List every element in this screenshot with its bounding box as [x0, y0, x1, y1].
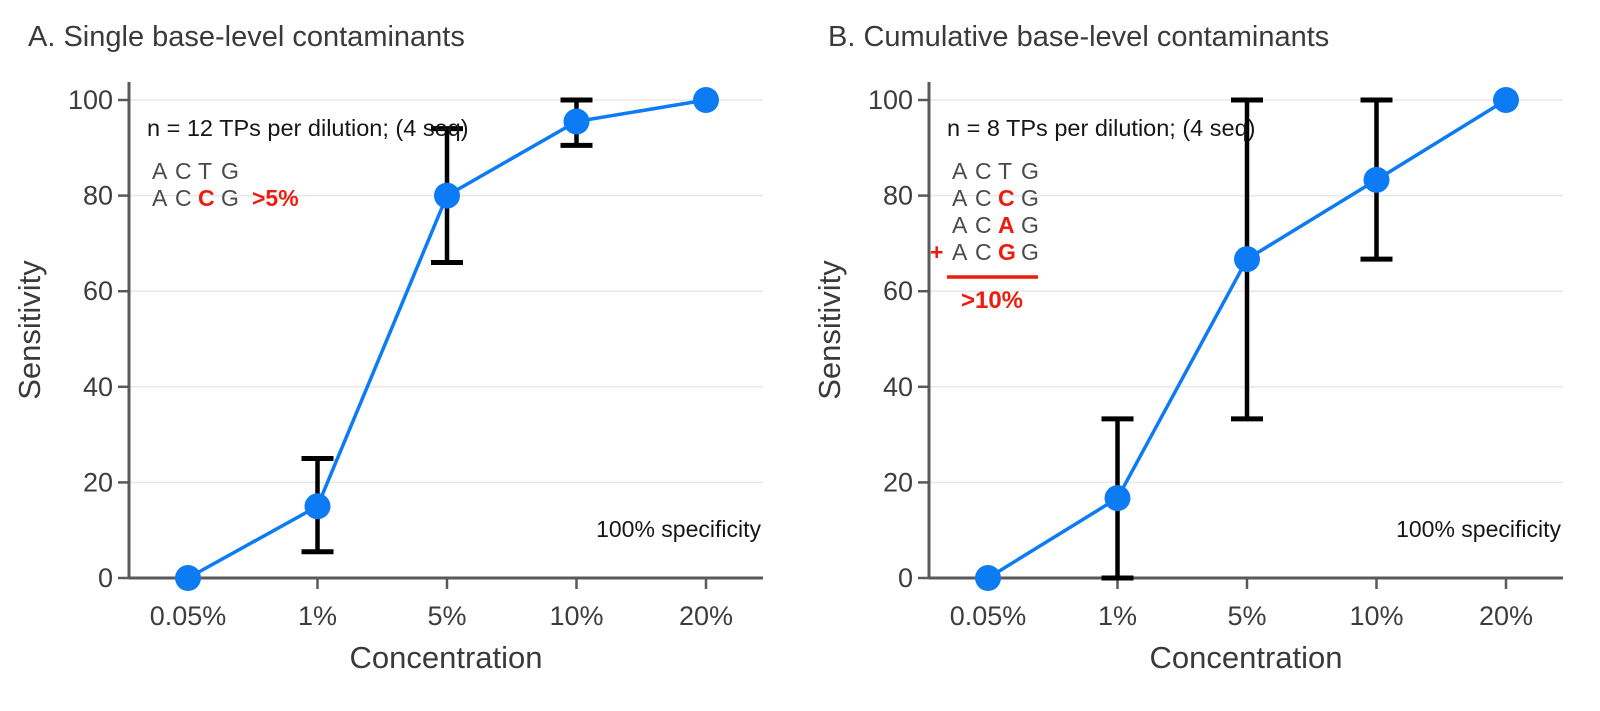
gridlines	[129, 99, 763, 484]
sequence-base: G	[221, 158, 239, 184]
sequence-base: A	[952, 239, 968, 265]
sequence-base: G	[1021, 185, 1039, 211]
n-label: n = 8 TPs per dilution; (4 seq)	[947, 115, 1256, 141]
x-tick-label: 20%	[1479, 601, 1533, 631]
sequence-prefix: +	[930, 239, 943, 265]
panel-b-chart: 0 20 40 60 80 100 0.05% 1% 5% 10% 20% B. Cumulative…	[812, 21, 1563, 675]
data-point	[1363, 166, 1390, 193]
sequence-base: C	[175, 185, 192, 211]
data-point	[693, 87, 719, 113]
sequence-base: T	[198, 158, 212, 184]
sequence-base: G	[1021, 212, 1039, 238]
y-tick-label: 0	[898, 563, 913, 593]
sequence-base: G	[1021, 239, 1039, 265]
y-axis-label: Sensitivity	[12, 260, 47, 400]
sequence-base: C	[198, 185, 215, 211]
sequence-base: G	[221, 185, 239, 211]
x-tick-label: 5%	[1227, 601, 1266, 631]
annotations: n = 8 TPs per dilution; (4 seq)A C T GA C C GA…	[930, 115, 1561, 542]
panel-a-chart: 0 20 40 60 80 100 0.05% 1% 5% 10% 20% A. Single bas…	[12, 21, 763, 675]
threshold-label: >10%	[961, 287, 1023, 314]
x-tick-label: 20%	[679, 601, 733, 631]
x-tick-label: 10%	[1349, 601, 1403, 631]
y-tick-label: 40	[83, 372, 113, 402]
data-point	[175, 565, 201, 591]
sequence-line: + A C G G	[930, 239, 1039, 265]
panel-title: A. Single base-level contaminants	[28, 21, 465, 53]
sequence-base: C	[975, 158, 992, 184]
sequence-base: A	[952, 212, 968, 238]
axes: 0 20 40 60 80 100 0.05% 1% 5% 10% 20%	[868, 82, 1563, 631]
sequence-base: A	[152, 158, 168, 184]
x-axis-label: Concentration	[1149, 640, 1342, 675]
y-tick-label: 0	[98, 563, 113, 593]
sequence-base: C	[975, 212, 992, 238]
data-points	[175, 87, 719, 591]
y-axis-label: Sensitivity	[812, 260, 847, 400]
sequence-base: C	[975, 185, 992, 211]
sequence-base: A	[152, 185, 168, 211]
x-tick-label: 5%	[427, 601, 466, 631]
y-tick-label: 40	[883, 372, 913, 402]
y-tick-label: 100	[868, 85, 913, 115]
x-tick-label: 1%	[298, 601, 337, 631]
error-bars	[301, 97, 593, 555]
y-tick-label: 60	[83, 276, 113, 306]
y-tick-label: 100	[68, 85, 113, 115]
panel-title: B. Cumulative base-level contaminants	[828, 21, 1329, 53]
data-point	[563, 108, 590, 135]
x-tick-label: 0.05%	[950, 601, 1027, 631]
y-tick-label: 80	[883, 181, 913, 211]
n-label: n = 12 TPs per dilution; (4 seq)	[147, 115, 469, 141]
x-tick-label: 0.05%	[150, 601, 227, 631]
sequence-base: A	[952, 185, 968, 211]
x-tick-label: 10%	[549, 601, 603, 631]
sequence-base: G	[998, 239, 1016, 265]
sequence-base: T	[998, 158, 1012, 184]
annotations: n = 12 TPs per dilution; (4 seq)A C T GA C C G…	[147, 115, 761, 542]
sequence-base: G	[1021, 158, 1039, 184]
error-bars	[1101, 97, 1393, 581]
y-tick-label: 20	[883, 467, 913, 497]
specificity-label: 100% specificity	[1396, 516, 1561, 542]
x-tick-label: 1%	[1098, 601, 1137, 631]
x-axis-label: Concentration	[349, 640, 542, 675]
data-point	[304, 493, 331, 520]
y-tick-label: 60	[883, 276, 913, 306]
data-point	[1493, 87, 1519, 113]
sequence-base: C	[175, 158, 192, 184]
sequence-base: C	[998, 185, 1015, 211]
y-tick-label: 20	[83, 467, 113, 497]
specificity-label: 100% specificity	[596, 516, 761, 542]
sequence-base: C	[975, 239, 992, 265]
data-point	[1234, 246, 1260, 273]
data-point	[975, 565, 1001, 591]
axes: 0 20 40 60 80 100 0.05% 1% 5% 10% 20%	[68, 82, 763, 631]
data-point	[1104, 485, 1131, 512]
sequence-line: A C C G >5%	[152, 185, 299, 211]
data-point	[434, 182, 460, 209]
y-tick-label: 80	[83, 181, 113, 211]
sequence-base: A	[998, 212, 1015, 238]
data-points	[975, 87, 1519, 591]
sequence-suffix: >5%	[252, 185, 299, 211]
sequence-base: A	[952, 158, 968, 184]
